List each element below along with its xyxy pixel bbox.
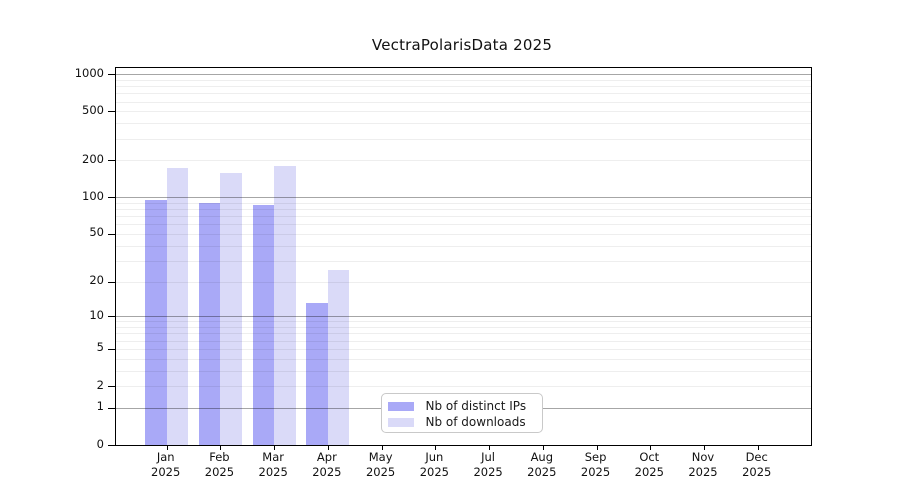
y-tick-label: 200	[82, 151, 104, 166]
bar-feb-downloads	[220, 172, 242, 445]
y-tick-label: 10	[89, 307, 104, 322]
x-tick-mark	[757, 445, 759, 450]
x-tick-label: Sep 2025	[580, 450, 611, 479]
y-tick-label: 5	[96, 340, 104, 355]
tick-marks-layer	[107, 68, 812, 450]
gridline-major	[115, 316, 811, 318]
y-tick-mark	[107, 316, 115, 318]
plot-area: Nb of distinct IPs Nb of downloads	[107, 67, 812, 450]
y-tick-mark	[107, 111, 115, 113]
gridline-minor	[115, 281, 811, 283]
y-tick-mark	[107, 407, 115, 409]
y-tick-label: 1000	[74, 65, 104, 80]
x-tick-mark	[327, 445, 329, 450]
y-axis-labels: 0 1 2 5 10 20 50 100 200 500 1000	[0, 65, 104, 450]
x-tick-mark	[650, 445, 652, 450]
gridline-minor	[115, 160, 811, 162]
gridline-minor	[115, 333, 811, 335]
y-tick-label: 500	[82, 102, 104, 117]
legend-swatch-downloads	[387, 417, 414, 427]
bar-jan-distinct-ips	[145, 200, 167, 445]
x-tick-label: Feb 2025	[204, 450, 235, 479]
bar-mar-downloads	[274, 165, 296, 445]
x-tick-label: Nov 2025	[688, 450, 718, 479]
x-tick-mark	[542, 445, 544, 450]
legend-label-distinct-ips: Nb of distinct IPs	[425, 399, 527, 413]
x-tick-label: Mar 2025	[258, 450, 288, 479]
x-tick-label: Jun 2025	[419, 450, 449, 479]
gridline-minor	[115, 209, 811, 211]
y-tick-label: 100	[82, 188, 104, 203]
gridline-minor	[115, 202, 811, 204]
y-tick-mark	[107, 445, 115, 446]
gridline-minor	[115, 138, 811, 140]
bar-mar-distinct-ips	[252, 204, 275, 445]
bars-layer	[116, 68, 812, 445]
x-tick-mark	[381, 445, 383, 450]
bar-apr-distinct-ips	[306, 303, 328, 445]
legend-swatch-distinct-ips	[387, 401, 414, 411]
y-tick-mark	[107, 281, 115, 283]
x-tick-label: Apr 2025	[312, 450, 342, 479]
y-tick-mark	[107, 386, 115, 388]
y-tick-mark	[107, 233, 115, 235]
x-tick-mark	[435, 445, 437, 450]
legend-item-downloads: Nb of downloads	[387, 414, 542, 430]
chart-title: VectraPolarisData 2025	[371, 36, 553, 54]
x-tick-mark	[166, 445, 168, 450]
gridline-minor	[115, 358, 811, 360]
bar-feb-distinct-ips	[198, 202, 221, 445]
gridline-minor	[115, 216, 811, 218]
gridline-major	[115, 197, 811, 199]
gridline-minor	[115, 321, 811, 323]
x-tick-mark	[489, 445, 491, 450]
x-tick-label: Jan 2025	[151, 450, 181, 479]
gridline-minor	[115, 224, 811, 226]
bar-apr-downloads	[327, 270, 350, 445]
x-tick-mark	[704, 445, 705, 450]
x-tick-label: Aug 2025	[527, 450, 557, 479]
x-tick-label: Jul 2025	[473, 450, 503, 479]
gridline-minor	[115, 340, 811, 342]
y-tick-label: 20	[89, 273, 104, 288]
gridline-major	[115, 74, 811, 76]
x-tick-label: May 2025	[365, 450, 396, 479]
gridline-minor	[115, 348, 811, 350]
gridline-minor	[115, 111, 811, 113]
y-tick-mark	[107, 74, 115, 76]
legend: Nb of distinct IPs Nb of downloads	[380, 393, 543, 433]
x-axis-labels: Jan 2025 Feb 2025 Mar 2025 Apr 2025 May 2025…	[115, 450, 811, 490]
gridline-minor	[115, 260, 811, 262]
x-tick-label: Dec 2025	[742, 450, 772, 479]
x-tick-mark	[274, 445, 276, 450]
y-tick-mark	[107, 348, 115, 350]
gridline-minor	[115, 386, 811, 388]
y-tick-mark	[107, 197, 115, 199]
gridline-minor	[115, 101, 811, 103]
gridline-minor	[115, 123, 811, 125]
gridline-minor	[115, 86, 811, 88]
bar-jan-downloads	[166, 167, 189, 445]
gridline-minor	[115, 370, 811, 372]
gridline-minor	[115, 327, 811, 329]
y-tick-label: 50	[89, 225, 104, 240]
x-tick-mark	[596, 445, 598, 450]
y-tick-label: 1	[96, 399, 104, 414]
x-tick-label: Oct 2025	[634, 450, 664, 479]
y-tick-label: 0	[96, 436, 104, 451]
legend-label-downloads: Nb of downloads	[425, 415, 526, 429]
gridline-minor	[115, 245, 811, 247]
y-tick-mark	[107, 160, 115, 162]
y-tick-label: 2	[96, 377, 104, 392]
legend-item-distinct-ips: Nb of distinct IPs	[387, 398, 542, 414]
gridline-minor	[115, 233, 811, 235]
gridline-minor	[115, 79, 811, 81]
x-tick-mark	[220, 445, 222, 450]
gridline-minor	[115, 93, 811, 95]
